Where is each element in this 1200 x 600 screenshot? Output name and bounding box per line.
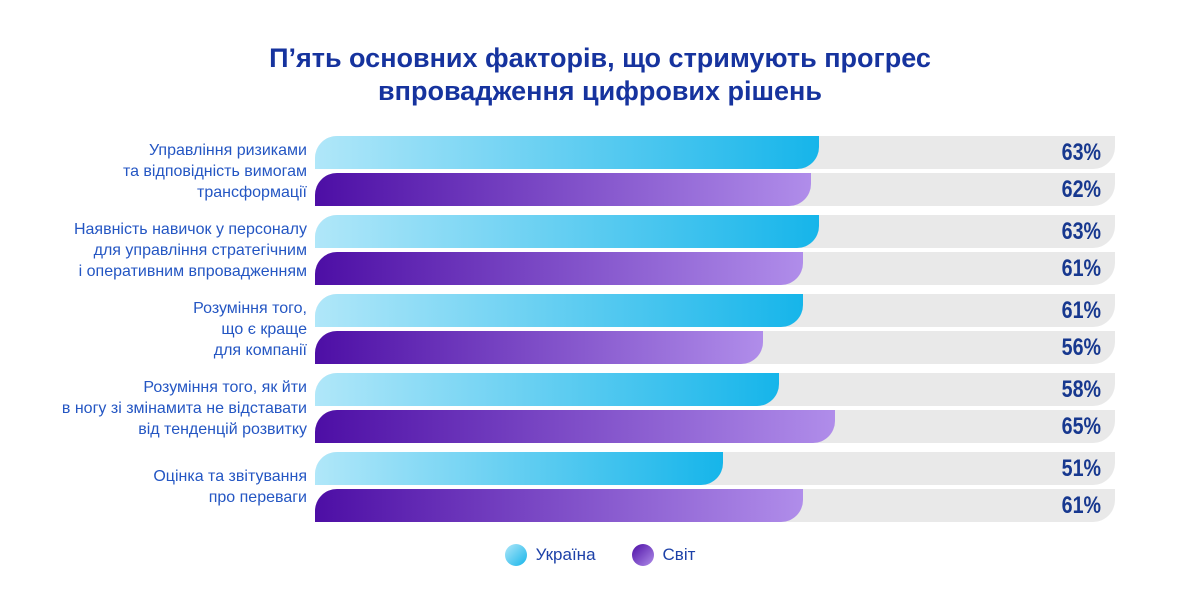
category-label: Розуміння того, що є краще для компанії (193, 299, 307, 359)
bar-track-world: 61% (315, 252, 1115, 285)
bar-track-world: 61% (315, 489, 1115, 522)
value-label: 61% (1061, 296, 1101, 324)
chart-row-group: Оцінка та звітування про переваги 51% 61% (30, 452, 1200, 522)
chart-rows: Управління ризиками та відповідність вим… (30, 136, 1200, 522)
value-label: 61% (1061, 254, 1101, 282)
value-label: 65% (1061, 412, 1101, 440)
bar-track-world: 62% (315, 173, 1115, 206)
bar-pair: 63% 62% (315, 136, 1115, 206)
bar-chart: Управління ризиками та відповідність вим… (0, 136, 1200, 522)
bar-pair: 58% 65% (315, 373, 1115, 443)
bar-ukraine (315, 215, 819, 248)
chart-title: П’ять основних факторів, що стримують пр… (0, 0, 1200, 108)
bar-world (315, 173, 811, 206)
value-label: 51% (1061, 454, 1101, 482)
bar-track-world: 56% (315, 331, 1115, 364)
bar-world (315, 410, 835, 443)
chart-legend: Україна Світ (0, 544, 1200, 566)
category-label: Управління ризиками та відповідність вим… (122, 141, 307, 201)
legend-label-world: Світ (662, 545, 696, 564)
bar-track-ukraine: 63% (315, 215, 1115, 248)
category-label: Розуміння того, як йти в ногу зі змінами… (61, 378, 307, 438)
chart-row-group: Розуміння того, як йти в ногу зі змінами… (30, 373, 1200, 443)
category-label: Оцінка та звітування про переваги (153, 468, 307, 506)
bar-ukraine (315, 294, 803, 327)
bar-track-world: 65% (315, 410, 1115, 443)
value-label: 61% (1061, 491, 1101, 519)
category-label: Наявність навичок у персоналу для управл… (73, 220, 307, 280)
value-label: 63% (1061, 217, 1101, 245)
bar-world (315, 489, 803, 522)
chart-row-group: Управління ризиками та відповідність вим… (30, 136, 1200, 206)
bar-ukraine (315, 136, 819, 169)
value-label: 63% (1061, 138, 1101, 166)
chart-title-line2: впровадження цифрових рішень (378, 76, 822, 106)
world-legend-dot-icon (631, 544, 654, 566)
bar-ukraine (315, 373, 779, 406)
bar-track-ukraine: 61% (315, 294, 1115, 327)
bar-track-ukraine: 63% (315, 136, 1115, 169)
bar-world (315, 252, 803, 285)
bar-pair: 51% 61% (315, 452, 1115, 522)
bar-world (315, 331, 763, 364)
value-label: 58% (1061, 375, 1101, 403)
ukraine-legend-dot-icon (504, 544, 527, 566)
legend-item-ukraine: Україна (504, 544, 596, 566)
legend-item-world: Світ (631, 544, 696, 566)
chart-title-line1: П’ять основних факторів, що стримують пр… (269, 43, 931, 73)
bar-track-ukraine: 58% (315, 373, 1115, 406)
legend-label-ukraine: Україна (535, 545, 596, 564)
bar-pair: 61% 56% (315, 294, 1115, 364)
chart-row-group: Наявність навичок у персоналу для управл… (30, 215, 1200, 285)
chart-row-group: Розуміння того, що є краще для компанії 6… (30, 294, 1200, 364)
value-label: 62% (1061, 175, 1101, 203)
bar-ukraine (315, 452, 723, 485)
value-label: 56% (1061, 333, 1101, 361)
bar-track-ukraine: 51% (315, 452, 1115, 485)
bar-pair: 63% 61% (315, 215, 1115, 285)
